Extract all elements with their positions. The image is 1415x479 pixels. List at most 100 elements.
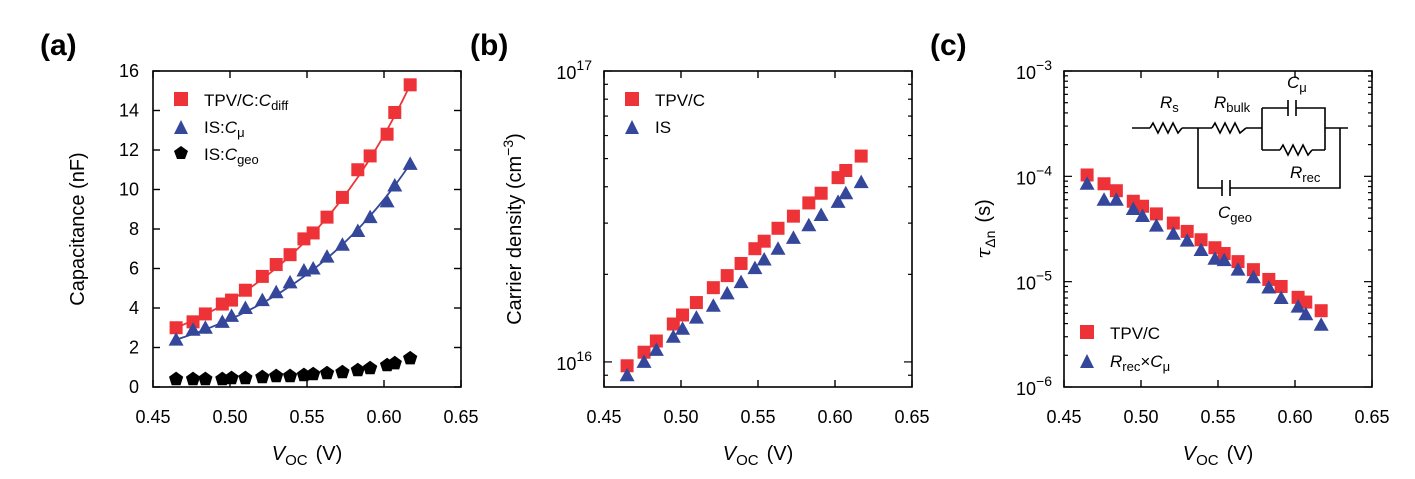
data-point-tpv-c	[1136, 199, 1150, 213]
data-point-tpv-c-c-diff	[363, 149, 377, 163]
panel-b-markers	[619, 149, 869, 382]
data-point-is-c-geo	[403, 350, 418, 365]
panel-a-label: (a)	[40, 29, 77, 62]
y-tick-label: 10−3	[1016, 57, 1052, 83]
y-tick-label: 6	[129, 259, 139, 279]
data-point-tpv-c	[1149, 207, 1163, 221]
data-point-is-c-mu	[214, 314, 230, 328]
data-point-is	[636, 354, 652, 368]
data-point-tpv-c	[649, 334, 663, 348]
data-point-is-c-mu	[362, 209, 378, 224]
resistor-rbulk	[1211, 121, 1247, 135]
legend-label-is: IS	[655, 118, 671, 137]
data-point-is-c-mu	[254, 292, 270, 307]
data-point-tpv-c	[1231, 255, 1245, 269]
data-point-rrec-x-cmu	[1245, 269, 1261, 284]
panel-b: (b) 0.45 0.50 0.55 0.60 0.65 1016 1017 TPV/C I…	[470, 29, 930, 469]
data-point-is-c-mu	[224, 308, 240, 322]
data-point-rrec-x-cmu	[1096, 192, 1112, 206]
data-point-is-c-geo	[319, 365, 335, 380]
data-point-is-c-geo	[185, 371, 201, 386]
x-tick-label: 0.60	[817, 407, 852, 427]
data-point-is	[830, 194, 846, 208]
data-point-is-c-geo	[387, 355, 402, 370]
panel-c-markers	[1079, 168, 1329, 331]
x-tick-label: 0.65	[1354, 407, 1389, 427]
circuit-wires	[1132, 107, 1348, 189]
equivalent-circuit-diagram	[1132, 100, 1348, 196]
data-point-rrec-x-cmu	[1079, 176, 1095, 190]
y-tick-label: 1016	[556, 348, 592, 374]
circuit-label-cmu: Cμ	[1287, 73, 1307, 95]
data-point-is-c-geo	[198, 371, 213, 386]
data-point-tpv-c-c-diff	[388, 105, 402, 119]
data-point-tpv-c	[1109, 184, 1123, 198]
panel-c-ticks: 0.45 0.50 0.55 0.60 0.65 10−6 10−5 10−4 10−3	[1016, 57, 1390, 427]
data-point-tpv-c	[1314, 304, 1328, 318]
x-tick-label: 0.50	[663, 407, 698, 427]
panel-a-x-axis-title: VOC (V)	[272, 443, 343, 469]
data-point-is	[770, 241, 786, 255]
data-point-is	[747, 260, 763, 275]
data-point-tpv-c	[1246, 263, 1260, 277]
y-tick-label: 1017	[556, 57, 592, 83]
data-point-is	[675, 321, 691, 335]
data-point-is-c-geo	[282, 368, 298, 383]
panel-c: (c) 0.45 0.50 0.55 0.60 0.65 10−6 10−5 10−4 10−3…	[930, 29, 1390, 469]
data-point-rrec-x-cmu	[1193, 242, 1209, 256]
data-point-tpv-c	[1274, 279, 1288, 293]
data-point-is	[665, 329, 681, 343]
data-point-rrec-x-cmu	[1261, 280, 1277, 294]
panel-a-y-axis-title: Capacitance (nF)	[67, 152, 89, 305]
legend-marker-rrec-cmu	[1080, 354, 1094, 368]
data-point-tpv-c	[814, 186, 828, 200]
x-tick-label: 0.50	[212, 407, 247, 427]
data-point-tpv-c	[786, 209, 800, 223]
legend-label-rrec-cmu: Rrec×Cμ	[1110, 352, 1170, 374]
data-point-is-c-mu	[387, 178, 403, 192]
y-tick-label: 16	[119, 61, 139, 81]
data-point-is-c-mu	[237, 300, 253, 314]
data-point-is-c-mu	[379, 193, 395, 208]
y-tick-label: 14	[119, 101, 139, 121]
y-tick-label: 0	[129, 377, 139, 397]
x-tick-label: 0.55	[1200, 407, 1235, 427]
legend-label-tpv-c: TPV/C	[1110, 324, 1160, 343]
data-point-is-c-geo	[363, 360, 378, 375]
legend-marker-tpv-c-cdiff	[174, 92, 188, 106]
data-point-tpv-c	[637, 345, 651, 359]
data-point-tpv-c	[689, 296, 703, 310]
data-point-is-c-geo	[238, 370, 253, 385]
data-point-tpv-c-c-diff	[335, 190, 349, 204]
data-point-is	[813, 207, 829, 221]
data-point-tpv-c	[1166, 216, 1180, 230]
data-point-tpv-c	[676, 308, 690, 322]
data-point-is-c-mu	[305, 261, 321, 275]
data-point-tpv-c	[839, 163, 853, 177]
data-point-is	[719, 285, 735, 300]
data-point-rrec-x-cmu	[1125, 201, 1141, 215]
y-tick-label: 10−6	[1016, 373, 1052, 399]
data-point-is-c-mu	[350, 223, 366, 237]
data-point-is-c-mu	[402, 156, 418, 170]
circuit-label-cgeo: Cgeo	[1218, 203, 1252, 225]
y-tick-label: 10−5	[1016, 268, 1052, 294]
legend-label-tpv-c: TPV/C	[655, 91, 705, 110]
y-tick-label: 12	[119, 140, 139, 160]
legend-label-tpv-c-cdiff: TPV/C:Cdiff	[204, 91, 289, 113]
data-point-is	[853, 174, 869, 189]
y-tick-label: 4	[129, 298, 139, 318]
panel-b-ticks: 0.45 0.50 0.55 0.60 0.65 1016 1017	[556, 57, 929, 427]
data-point-tpv-c	[1097, 177, 1111, 191]
data-point-is-c-geo	[350, 362, 365, 377]
panel-c-legend: TPV/C Rrec×Cμ	[1080, 324, 1170, 374]
data-point-tpv-c-c-diff	[320, 210, 334, 224]
data-point-tpv-c	[757, 234, 771, 248]
data-point-is-c-geo	[169, 371, 184, 386]
data-point-is	[619, 367, 635, 382]
legend-label-is-cgeo: IS:Cgeo	[204, 145, 259, 167]
x-tick-label: 0.45	[135, 407, 170, 427]
capacitor-cgeo	[1221, 180, 1231, 196]
panel-b-y-axis-title: Carrier density (cm−3)	[500, 133, 526, 325]
